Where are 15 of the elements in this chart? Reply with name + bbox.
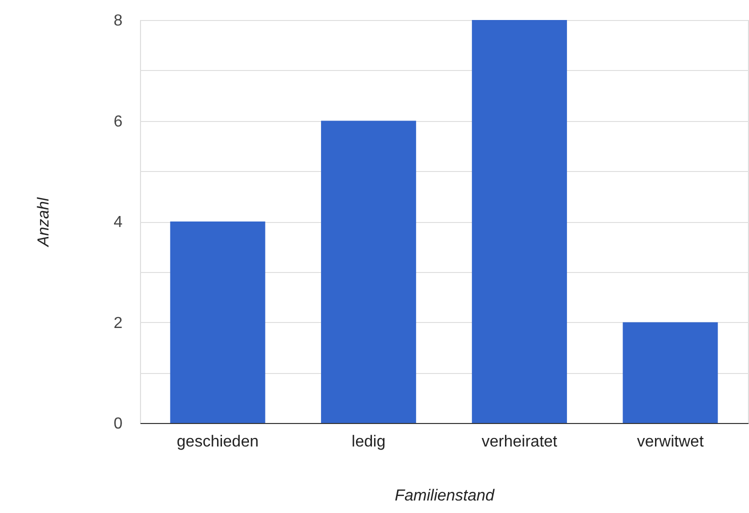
x-axis-title: Familienstand: [394, 488, 496, 504]
x-tick-label: geschieden: [176, 434, 259, 450]
y-axis-title: Anzahl: [36, 197, 53, 248]
y-tick-label: 6: [114, 113, 123, 130]
y-tick-label: 2: [114, 314, 123, 332]
bar: [321, 120, 416, 423]
y-tick-label: 4: [114, 214, 123, 231]
x-tick-label: ledig: [352, 434, 386, 450]
x-tick-label: verheiratet: [482, 434, 558, 450]
bar: [622, 322, 718, 423]
x-tick-label: verwitwet: [636, 434, 704, 450]
y-tick-label: 8: [114, 12, 123, 30]
y-tick-label: 0: [114, 416, 123, 432]
bar: [170, 222, 266, 423]
bar: [472, 20, 567, 423]
